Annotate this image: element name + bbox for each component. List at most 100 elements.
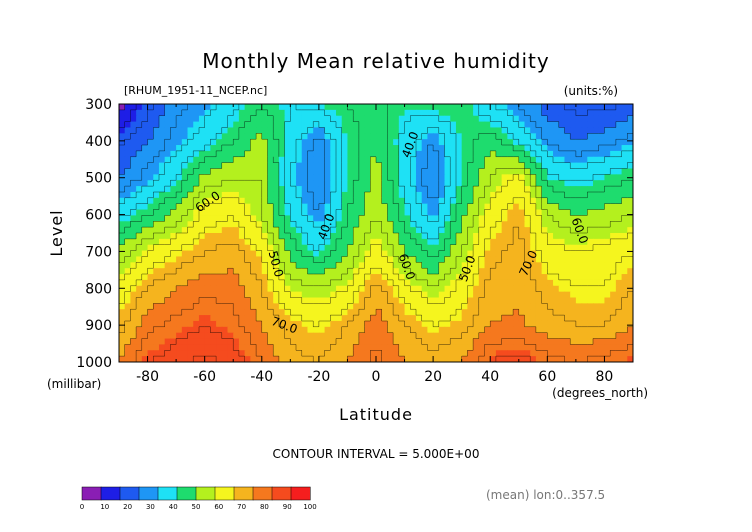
heatmap-cell	[558, 115, 566, 123]
heatmap-cell	[227, 227, 234, 234]
heatmap-cell	[610, 344, 617, 351]
heatmap-cell	[461, 303, 468, 310]
heatmap-cell	[233, 344, 240, 351]
heatmap-cell	[564, 238, 571, 246]
heatmap-cell	[341, 133, 349, 140]
heatmap-cell	[587, 174, 594, 181]
heatmap-cell	[518, 156, 526, 164]
heatmap-cell	[358, 326, 366, 334]
heatmap-cell	[278, 350, 286, 357]
heatmap-cell	[204, 291, 211, 299]
heatmap-cell	[484, 285, 491, 293]
heatmap-cell	[473, 350, 480, 357]
heatmap-cell	[347, 291, 354, 299]
heatmap-cell	[541, 215, 548, 222]
heatmap-cell	[393, 209, 400, 217]
heatmap-cell	[204, 209, 211, 217]
heatmap-cell	[336, 250, 343, 258]
heatmap-cell	[204, 356, 211, 362]
heatmap-cell	[318, 209, 326, 217]
heatmap-cell	[170, 344, 177, 351]
heatmap-cell	[124, 291, 132, 299]
heatmap-cell	[187, 150, 194, 158]
heatmap-cell	[193, 274, 200, 281]
heatmap-cell	[204, 139, 211, 146]
heatmap-cell	[427, 338, 434, 346]
heatmap-cell	[455, 279, 463, 287]
heatmap-cell	[564, 332, 571, 340]
heatmap-cell	[513, 285, 520, 293]
heatmap-cell	[250, 127, 257, 134]
contour-interval-note: CONTOUR INTERVAL = 5.000E+00	[273, 447, 480, 461]
heatmap-cell	[507, 344, 514, 351]
heatmap-cell	[547, 133, 554, 140]
heatmap-cell	[404, 180, 411, 187]
heatmap-cell	[158, 256, 166, 263]
heatmap-cell	[507, 227, 514, 234]
heatmap-cell	[244, 285, 251, 293]
heatmap-cell	[478, 203, 486, 211]
heatmap-cell	[484, 215, 491, 222]
heatmap-cell	[627, 162, 633, 170]
heatmap-cell	[478, 150, 486, 158]
colorbar-tick-label: 70	[237, 503, 246, 511]
heatmap-cell	[376, 162, 383, 170]
heatmap-cell	[256, 268, 263, 275]
heatmap-cell	[604, 291, 611, 299]
heatmap-cell	[404, 320, 411, 328]
heatmap-cell	[238, 162, 246, 170]
heatmap-cell	[501, 262, 508, 269]
heatmap-cell	[364, 180, 371, 187]
heatmap-cell	[238, 109, 246, 117]
heatmap-cell	[193, 320, 200, 328]
heatmap-cell	[570, 309, 577, 316]
heatmap-cell	[558, 268, 566, 275]
heatmap-cell	[553, 191, 560, 199]
heatmap-cell	[181, 350, 189, 357]
heatmap-cell	[564, 262, 571, 269]
heatmap-cell	[575, 209, 583, 217]
heatmap-cell	[124, 320, 132, 328]
heatmap-cell	[364, 326, 371, 334]
heatmap-cell	[444, 256, 451, 263]
heatmap-cell	[358, 215, 366, 222]
heatmap-cell	[124, 326, 132, 334]
heatmap-cell	[130, 297, 137, 304]
heatmap-cell	[358, 133, 366, 140]
heatmap-cell	[547, 256, 554, 263]
heatmap-cell	[153, 303, 160, 310]
heatmap-cell	[204, 279, 211, 287]
heatmap-cell	[547, 338, 554, 346]
heatmap-cell	[564, 309, 571, 316]
heatmap-cell	[250, 115, 257, 123]
heatmap-cell	[313, 191, 320, 199]
heatmap-cell	[238, 233, 246, 240]
heatmap-cell	[216, 145, 223, 152]
heatmap-cell	[313, 209, 320, 217]
heatmap-cell	[267, 344, 274, 351]
heatmap-cell	[410, 285, 417, 293]
x-tick-label: 0	[372, 369, 381, 385]
heatmap-cell	[296, 150, 303, 158]
heatmap-cell	[541, 332, 548, 340]
heatmap-cell	[370, 250, 377, 258]
heatmap-cell	[250, 180, 257, 187]
heatmap-cell	[278, 344, 286, 351]
heatmap-cell	[256, 133, 263, 140]
heatmap-cell	[353, 356, 360, 362]
heatmap-cell	[593, 338, 600, 346]
heatmap-cell	[187, 303, 194, 310]
heatmap-cell	[530, 174, 537, 181]
heatmap-cell	[410, 350, 417, 357]
heatmap-cell	[193, 133, 200, 140]
heatmap-cell	[518, 309, 526, 316]
heatmap-cell	[318, 297, 326, 304]
heatmap-cell	[524, 279, 531, 287]
heatmap-cell	[147, 250, 154, 258]
heatmap-cell	[450, 244, 457, 252]
heatmap-cell	[490, 238, 497, 246]
heatmap-cell	[570, 326, 577, 334]
heatmap-cell	[347, 279, 354, 287]
heatmap-cell	[564, 109, 571, 117]
heatmap-cell	[256, 150, 263, 158]
